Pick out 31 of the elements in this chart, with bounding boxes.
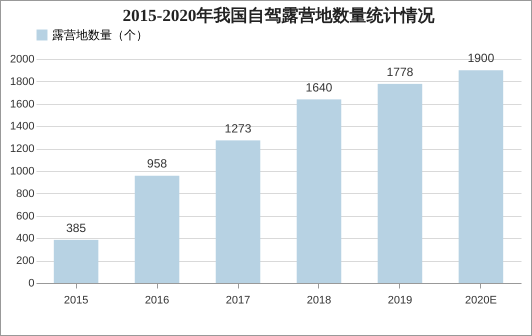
y-tick-label: 1800 [10, 76, 34, 88]
x-tick-label: 2016 [144, 294, 170, 306]
y-tick-label: 800 [16, 188, 34, 200]
data-label: 1778 [386, 64, 414, 79]
chart-title: 2015-2020年我国自驾露营地数量统计情况 [122, 6, 436, 25]
x-tick-label: 2020E [465, 294, 497, 306]
data-label: 958 [147, 156, 168, 171]
y-tick-label: 1000 [10, 166, 34, 178]
y-tick-label: 1600 [10, 98, 34, 110]
x-tick-label: 2015 [64, 294, 88, 306]
bar [134, 176, 180, 283]
y-tick-label: 600 [16, 210, 34, 222]
y-tick-label: 1400 [10, 120, 34, 133]
x-tick-label: 2019 [388, 294, 412, 306]
bar [296, 99, 342, 283]
y-tick-label: 1200 [10, 143, 34, 156]
bar [458, 70, 504, 283]
data-label: 385 [66, 220, 86, 235]
y-tick-label: 0 [28, 278, 34, 290]
x-tick-label: 2018 [306, 294, 332, 306]
data-label: 1900 [468, 51, 495, 66]
y-tick-label: 200 [16, 255, 34, 268]
bar [216, 140, 260, 283]
y-tick-label: 2000 [10, 54, 34, 66]
legend-label: 露营地数量（个） [52, 28, 148, 42]
bar [54, 240, 98, 283]
x-tick-label: 2017 [226, 294, 250, 306]
data-label: 1640 [306, 80, 333, 94]
data-label: 1273 [224, 121, 252, 136]
bar [378, 84, 422, 283]
y-tick-label: 400 [16, 232, 34, 245]
